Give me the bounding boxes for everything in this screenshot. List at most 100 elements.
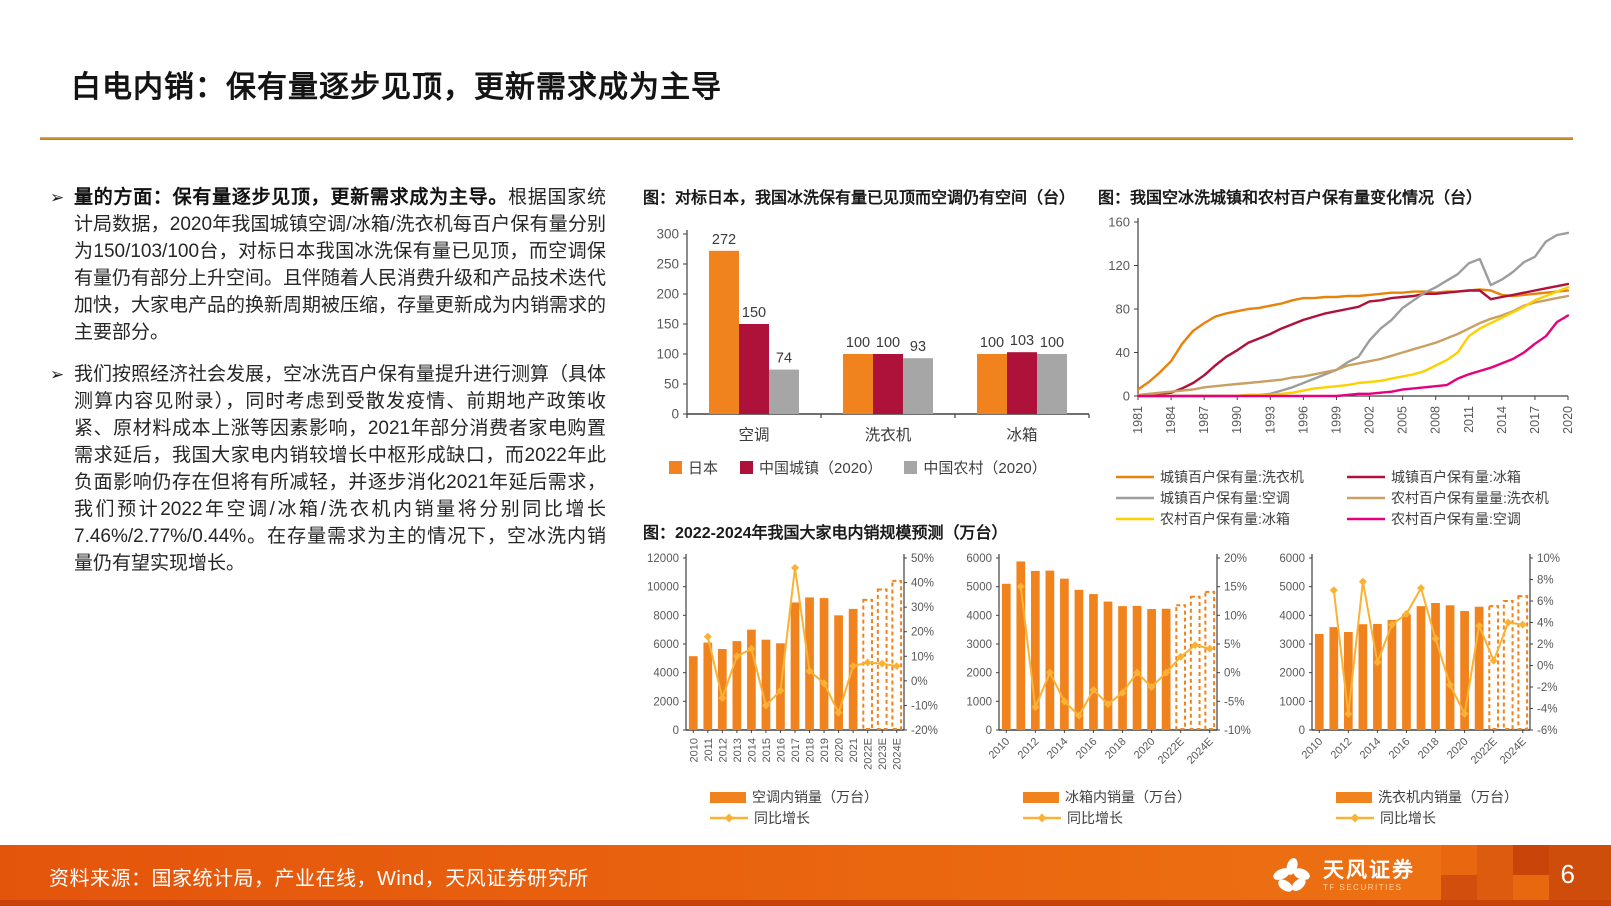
svg-text:2022E: 2022E bbox=[863, 738, 875, 770]
svg-text:160: 160 bbox=[1108, 215, 1130, 230]
legend-item: 同比增长 bbox=[1336, 808, 1436, 828]
svg-text:0: 0 bbox=[1123, 389, 1130, 404]
svg-text:10%: 10% bbox=[1224, 610, 1247, 622]
legend-item: 同比增长 bbox=[1023, 808, 1123, 828]
svg-text:2014: 2014 bbox=[1358, 736, 1384, 762]
bullet-text: 量的方面：保有量逐步见顶，更新需求成为主导。根据国家统计局数据，2020年我国城… bbox=[74, 187, 607, 343]
chart-fridge-forecast: 0 1000 2000 3000 4000 5000 6000 20% 15% 10% 5% 0% -5… bbox=[953, 548, 1261, 828]
svg-text:0%: 0% bbox=[911, 676, 928, 688]
fridge-forecast-combo-chart: 0 1000 2000 3000 4000 5000 6000 20% 15% 10% 5% 0% -5… bbox=[966, 553, 1251, 767]
tf-securities-logo: 天风证券 TF SECURITIES bbox=[1269, 853, 1415, 899]
chart-title: 图：对标日本，我国冰洗保有量已见顶而空调仍有空间（台） bbox=[643, 190, 1076, 207]
legend-bar-swatch-icon bbox=[1336, 791, 1372, 803]
svg-text:-10%: -10% bbox=[1224, 725, 1251, 737]
svg-text:4000: 4000 bbox=[653, 668, 679, 680]
legend-item: 中国农村（2020） bbox=[904, 457, 1047, 478]
svg-text:空调: 空调 bbox=[738, 426, 769, 444]
legend-label: 同比增长 bbox=[1380, 810, 1436, 826]
chart-legend: 冰箱内销量（万台） 同比增长 bbox=[953, 787, 1261, 828]
svg-text:1981: 1981 bbox=[1131, 406, 1145, 434]
svg-text:6000: 6000 bbox=[966, 553, 992, 565]
brand-name: 天风证券 bbox=[1323, 859, 1415, 882]
svg-text:2016: 2016 bbox=[1074, 736, 1100, 762]
bullet-point: ➢ 量的方面：保有量逐步见顶，更新需求成为主导。根据国家统计局数据，2020年我… bbox=[50, 184, 606, 346]
legend-bar-swatch-icon bbox=[710, 791, 746, 803]
svg-text:100: 100 bbox=[876, 335, 900, 351]
svg-text:2022E: 2022E bbox=[1156, 736, 1187, 767]
legend-line-swatch-icon bbox=[1116, 517, 1154, 521]
svg-text:2018: 2018 bbox=[1103, 736, 1129, 762]
svg-text:2000: 2000 bbox=[653, 696, 679, 708]
legend-item: 农村百户保有量:空调 bbox=[1347, 509, 1592, 529]
svg-text:100: 100 bbox=[656, 347, 679, 362]
legend-swatch-icon bbox=[669, 461, 682, 474]
legend-swatch-icon bbox=[740, 461, 754, 474]
ownership-trend-line-chart: 0 40 80 120 160 1981 1984 1987 1990 1993 1996 1999 2… bbox=[1108, 215, 1575, 434]
legend-label: 农村百户保有量:冰箱 bbox=[1160, 511, 1290, 527]
legend-label: 中国城镇（2020） bbox=[759, 460, 883, 477]
legend-item: 农村百户保有量:冰箱 bbox=[1116, 509, 1341, 529]
legend-label: 日本 bbox=[688, 460, 719, 477]
legend-swatch-icon bbox=[904, 461, 918, 474]
svg-text:6000: 6000 bbox=[653, 639, 679, 651]
svg-text:50%: 50% bbox=[911, 553, 934, 565]
legend-line-swatch-icon bbox=[1116, 496, 1154, 500]
footer-mosaic-decoration bbox=[1441, 845, 1611, 906]
legend-line-swatch-icon bbox=[1347, 517, 1385, 521]
svg-text:103: 103 bbox=[1010, 333, 1034, 349]
legend-line-swatch-icon bbox=[1023, 813, 1061, 823]
svg-text:2008: 2008 bbox=[1429, 406, 1443, 434]
svg-text:2018: 2018 bbox=[1416, 736, 1442, 762]
legend-item: 城镇百户保有量:空调 bbox=[1116, 488, 1341, 508]
page-title: 白电内销：保有量逐步见顶，更新需求成为主导 bbox=[71, 71, 722, 104]
svg-text:120: 120 bbox=[1108, 258, 1130, 273]
svg-text:3000: 3000 bbox=[966, 639, 992, 651]
svg-text:1990: 1990 bbox=[1230, 406, 1244, 434]
tf-securities-logo-icon bbox=[1273, 858, 1310, 892]
legend-label: 农村百户保有量量:洗衣机 bbox=[1391, 490, 1549, 506]
svg-text:10%: 10% bbox=[1537, 553, 1560, 565]
svg-text:2%: 2% bbox=[1537, 639, 1554, 651]
chart-benchmark-japan: 图：对标日本，我国冰洗保有量已见顶而空调仍有空间（台） 0 50 100 150 200… bbox=[643, 184, 1095, 478]
svg-text:2024E: 2024E bbox=[892, 738, 904, 770]
legend-label: 洗衣机内销量（万台） bbox=[1378, 789, 1518, 805]
svg-text:2023E: 2023E bbox=[877, 738, 889, 770]
svg-text:150: 150 bbox=[742, 305, 766, 321]
svg-text:2013: 2013 bbox=[732, 738, 744, 762]
svg-text:40: 40 bbox=[1116, 345, 1130, 360]
svg-text:30%: 30% bbox=[911, 602, 934, 614]
svg-text:2010: 2010 bbox=[688, 738, 700, 762]
svg-text:2010: 2010 bbox=[987, 736, 1013, 762]
svg-text:5000: 5000 bbox=[1279, 582, 1305, 594]
svg-text:0%: 0% bbox=[1224, 668, 1241, 680]
svg-text:50: 50 bbox=[664, 377, 679, 392]
svg-text:5000: 5000 bbox=[966, 582, 992, 594]
svg-text:300: 300 bbox=[656, 227, 679, 242]
svg-text:40%: 40% bbox=[911, 578, 934, 590]
svg-text:2021: 2021 bbox=[848, 738, 860, 762]
svg-text:1987: 1987 bbox=[1197, 406, 1211, 434]
svg-text:2020: 2020 bbox=[1445, 736, 1471, 762]
svg-text:2017: 2017 bbox=[790, 738, 802, 762]
chart-legend: 日本 中国城镇（2020） 中国农村（2020） bbox=[643, 457, 1095, 478]
svg-text:250: 250 bbox=[656, 257, 679, 272]
svg-text:1999: 1999 bbox=[1329, 406, 1343, 434]
svg-text:0: 0 bbox=[671, 407, 679, 422]
svg-text:150: 150 bbox=[656, 317, 679, 332]
svg-text:80: 80 bbox=[1116, 302, 1130, 317]
svg-text:15%: 15% bbox=[1224, 582, 1247, 594]
chart-ownership-trend: 图：我国空冰洗城镇和农村百户保有量变化情况（台） 0 40 80 120 160 1981… bbox=[1098, 184, 1580, 529]
svg-text:-6%: -6% bbox=[1537, 725, 1557, 737]
chart-legend: 空调内销量（万台） 同比增长 bbox=[640, 787, 948, 828]
svg-text:0: 0 bbox=[673, 725, 679, 737]
svg-text:2012: 2012 bbox=[1329, 736, 1355, 762]
svg-text:4%: 4% bbox=[1537, 618, 1554, 630]
legend-label: 同比增长 bbox=[754, 810, 810, 826]
brand-subtitle: TF SECURITIES bbox=[1323, 883, 1403, 892]
legend-bar-swatch-icon bbox=[1023, 791, 1059, 803]
footer-bottom-strip bbox=[0, 900, 1611, 906]
legend-line-swatch-icon bbox=[1347, 496, 1385, 500]
svg-text:1000: 1000 bbox=[1279, 696, 1305, 708]
svg-text:-20%: -20% bbox=[911, 725, 938, 737]
svg-text:0%: 0% bbox=[1537, 661, 1554, 673]
